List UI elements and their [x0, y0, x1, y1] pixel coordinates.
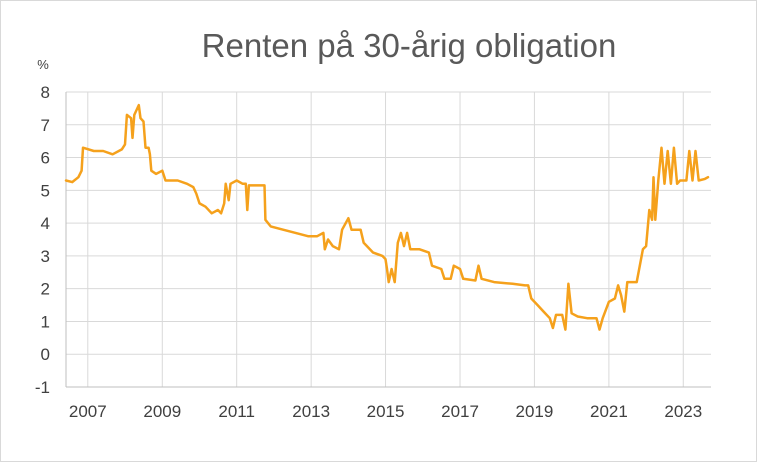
y-tick-label: 8 [41, 83, 50, 102]
y-tick-label: 0 [41, 345, 50, 364]
x-tick-label: 2021 [590, 402, 628, 421]
y-tick-label: -1 [35, 378, 50, 397]
x-tick-label: 2019 [516, 402, 554, 421]
x-tick-label: 2013 [292, 402, 330, 421]
y-axis-ticks: -1 0 1 2 3 4 5 6 7 8 [35, 83, 50, 397]
gridlines [65, 91, 711, 388]
y-tick-label: 2 [41, 280, 50, 299]
x-tick-label: 2009 [143, 402, 181, 421]
y-axis-unit: % [37, 57, 49, 72]
x-tick-label: 2007 [69, 402, 107, 421]
x-tick-label: 2015 [367, 402, 405, 421]
x-axis-ticks: 2007 2009 2011 2013 2015 2017 2019 2021 2023 [69, 402, 702, 421]
y-tick-label: 4 [41, 214, 50, 233]
chart-title: Renten på 30-årig obligation [202, 27, 617, 64]
y-tick-label: 5 [41, 181, 50, 200]
x-tick-label: 2023 [664, 402, 702, 421]
y-tick-label: 1 [41, 312, 50, 331]
y-tick-label: 7 [41, 116, 50, 135]
series-group [64, 103, 710, 331]
x-tick-label: 2011 [218, 402, 255, 421]
x-tick-label: 2017 [441, 402, 479, 421]
y-tick-label: 3 [41, 247, 50, 266]
series-line [64, 103, 710, 331]
y-tick-label: 6 [41, 149, 50, 168]
